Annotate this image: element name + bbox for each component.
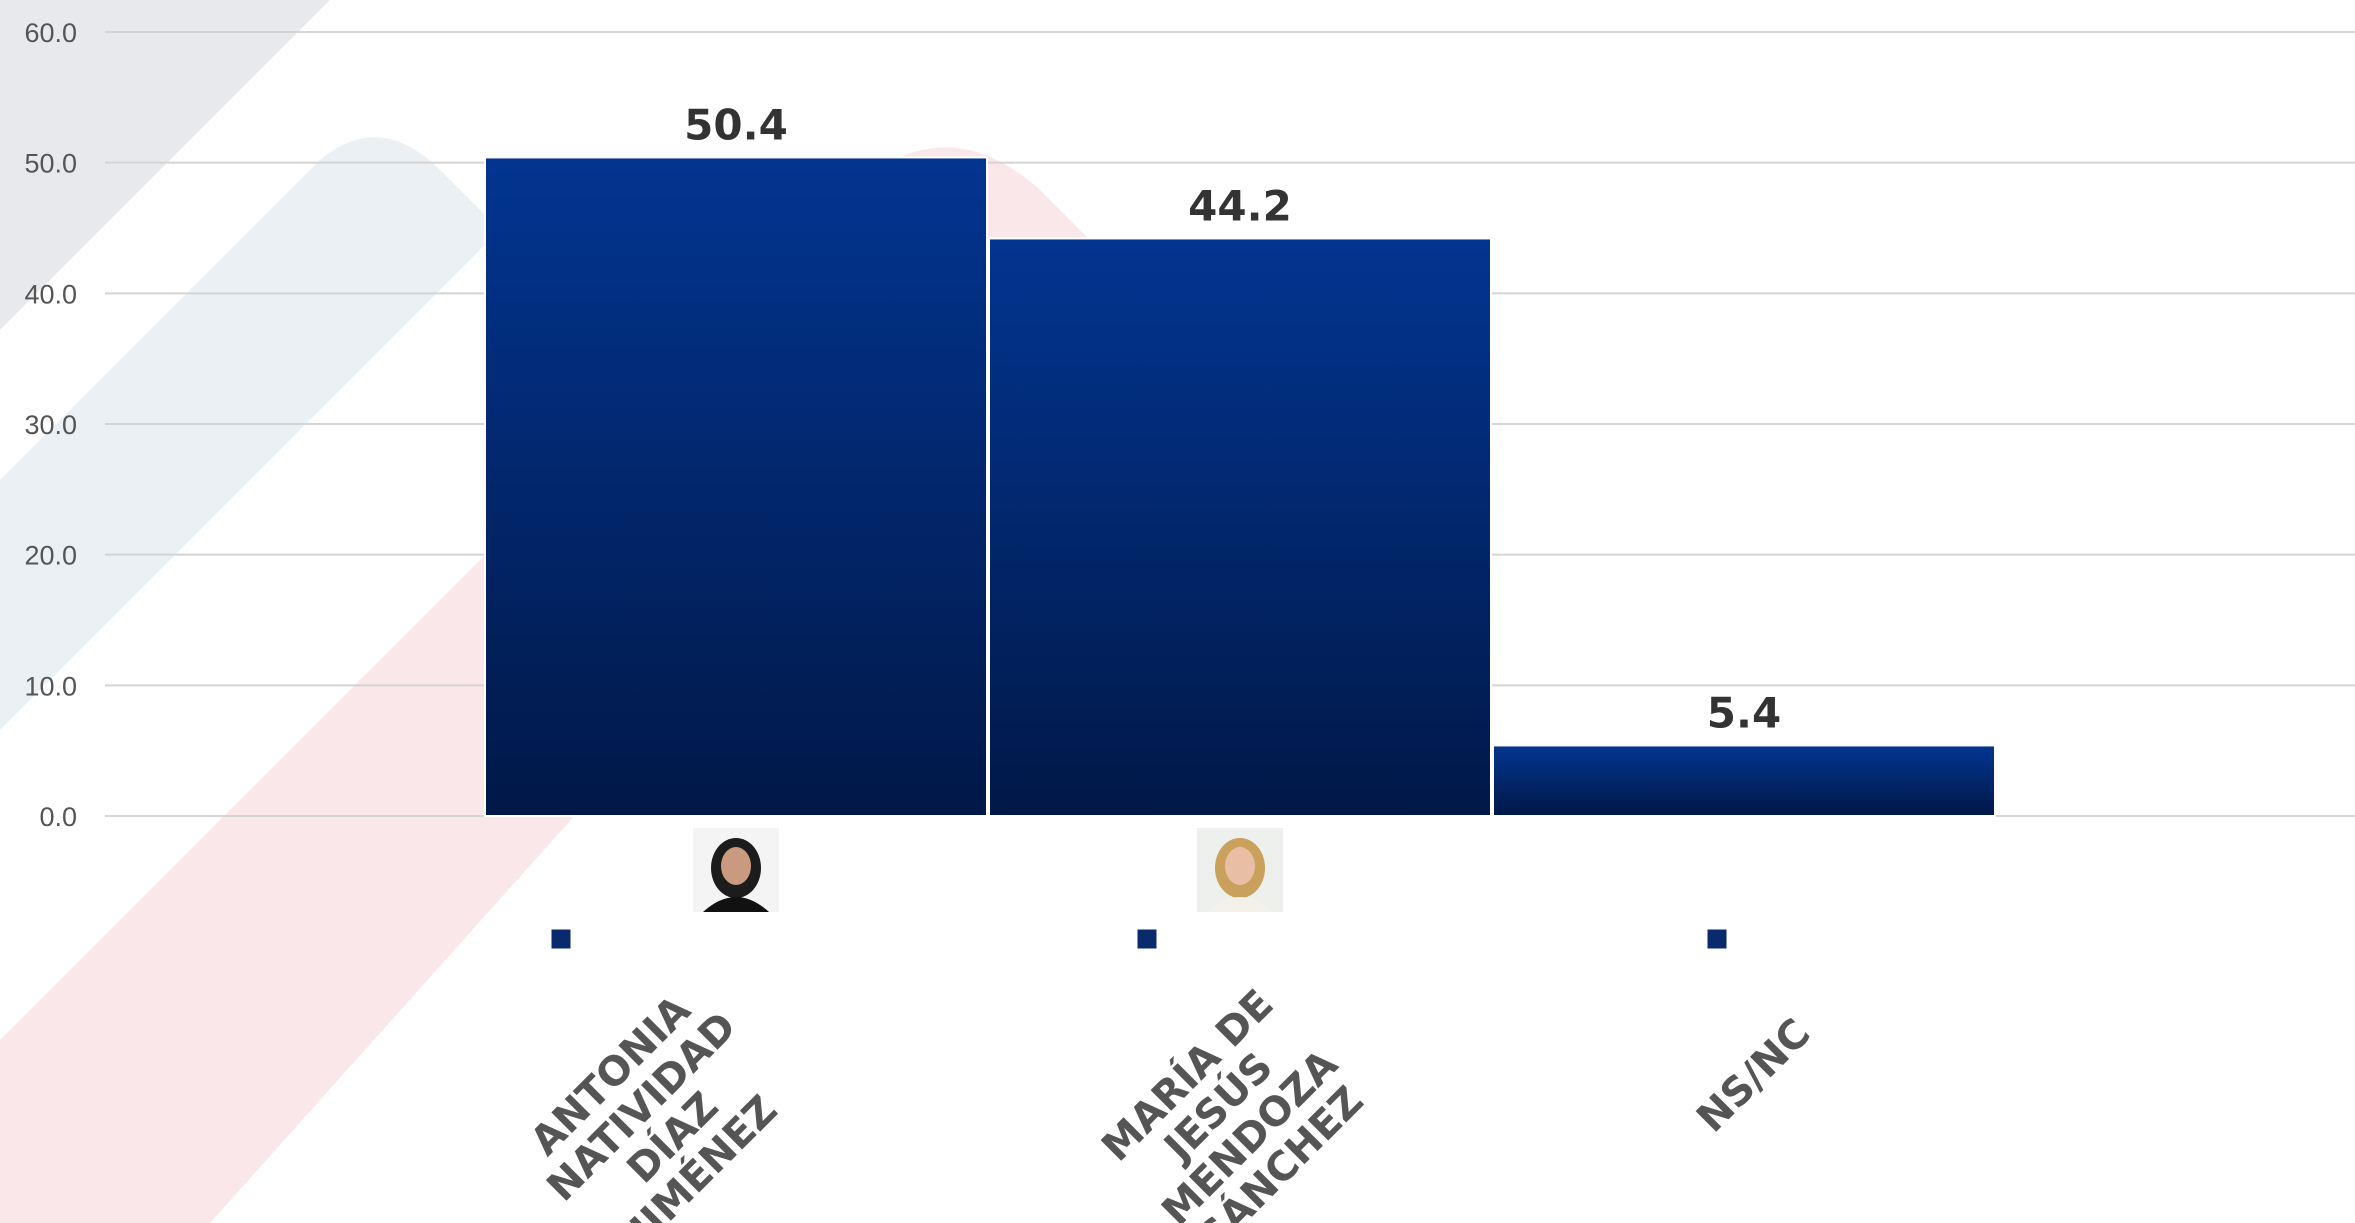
y-tick-label: 0.0 <box>39 802 77 832</box>
bar <box>988 237 1492 818</box>
y-tick-label: 40.0 <box>24 279 77 309</box>
y-tick-label: 50.0 <box>24 149 77 179</box>
category-label: NS/NC <box>1688 1010 1819 1141</box>
candidate-photo <box>693 828 779 912</box>
legend-marker <box>550 928 572 950</box>
y-tick-label: 30.0 <box>24 410 77 440</box>
bars <box>484 156 1996 818</box>
y-axis-ticks: 0.0 10.0 20.0 30.0 40.0 50.0 60.0 <box>24 18 77 832</box>
bar-value-label: 44.2 <box>1188 181 1292 230</box>
y-tick-label: 20.0 <box>24 541 77 571</box>
candidate-photo <box>1197 828 1283 912</box>
legend-markers <box>550 928 1728 950</box>
bar-value-label: 5.4 <box>1707 688 1781 737</box>
value-labels: 50.4 44.2 5.4 <box>684 100 1781 737</box>
legend-marker <box>1136 928 1158 950</box>
bar <box>1492 744 1996 817</box>
bar <box>484 156 988 817</box>
category-label-line: NS/NC <box>1688 1010 1819 1141</box>
legend-marker <box>1706 928 1728 950</box>
bar-value-label: 50.4 <box>684 100 788 149</box>
candidate-photos <box>693 828 1283 912</box>
y-tick-label: 60.0 <box>24 18 77 48</box>
y-tick-label: 10.0 <box>24 671 77 701</box>
